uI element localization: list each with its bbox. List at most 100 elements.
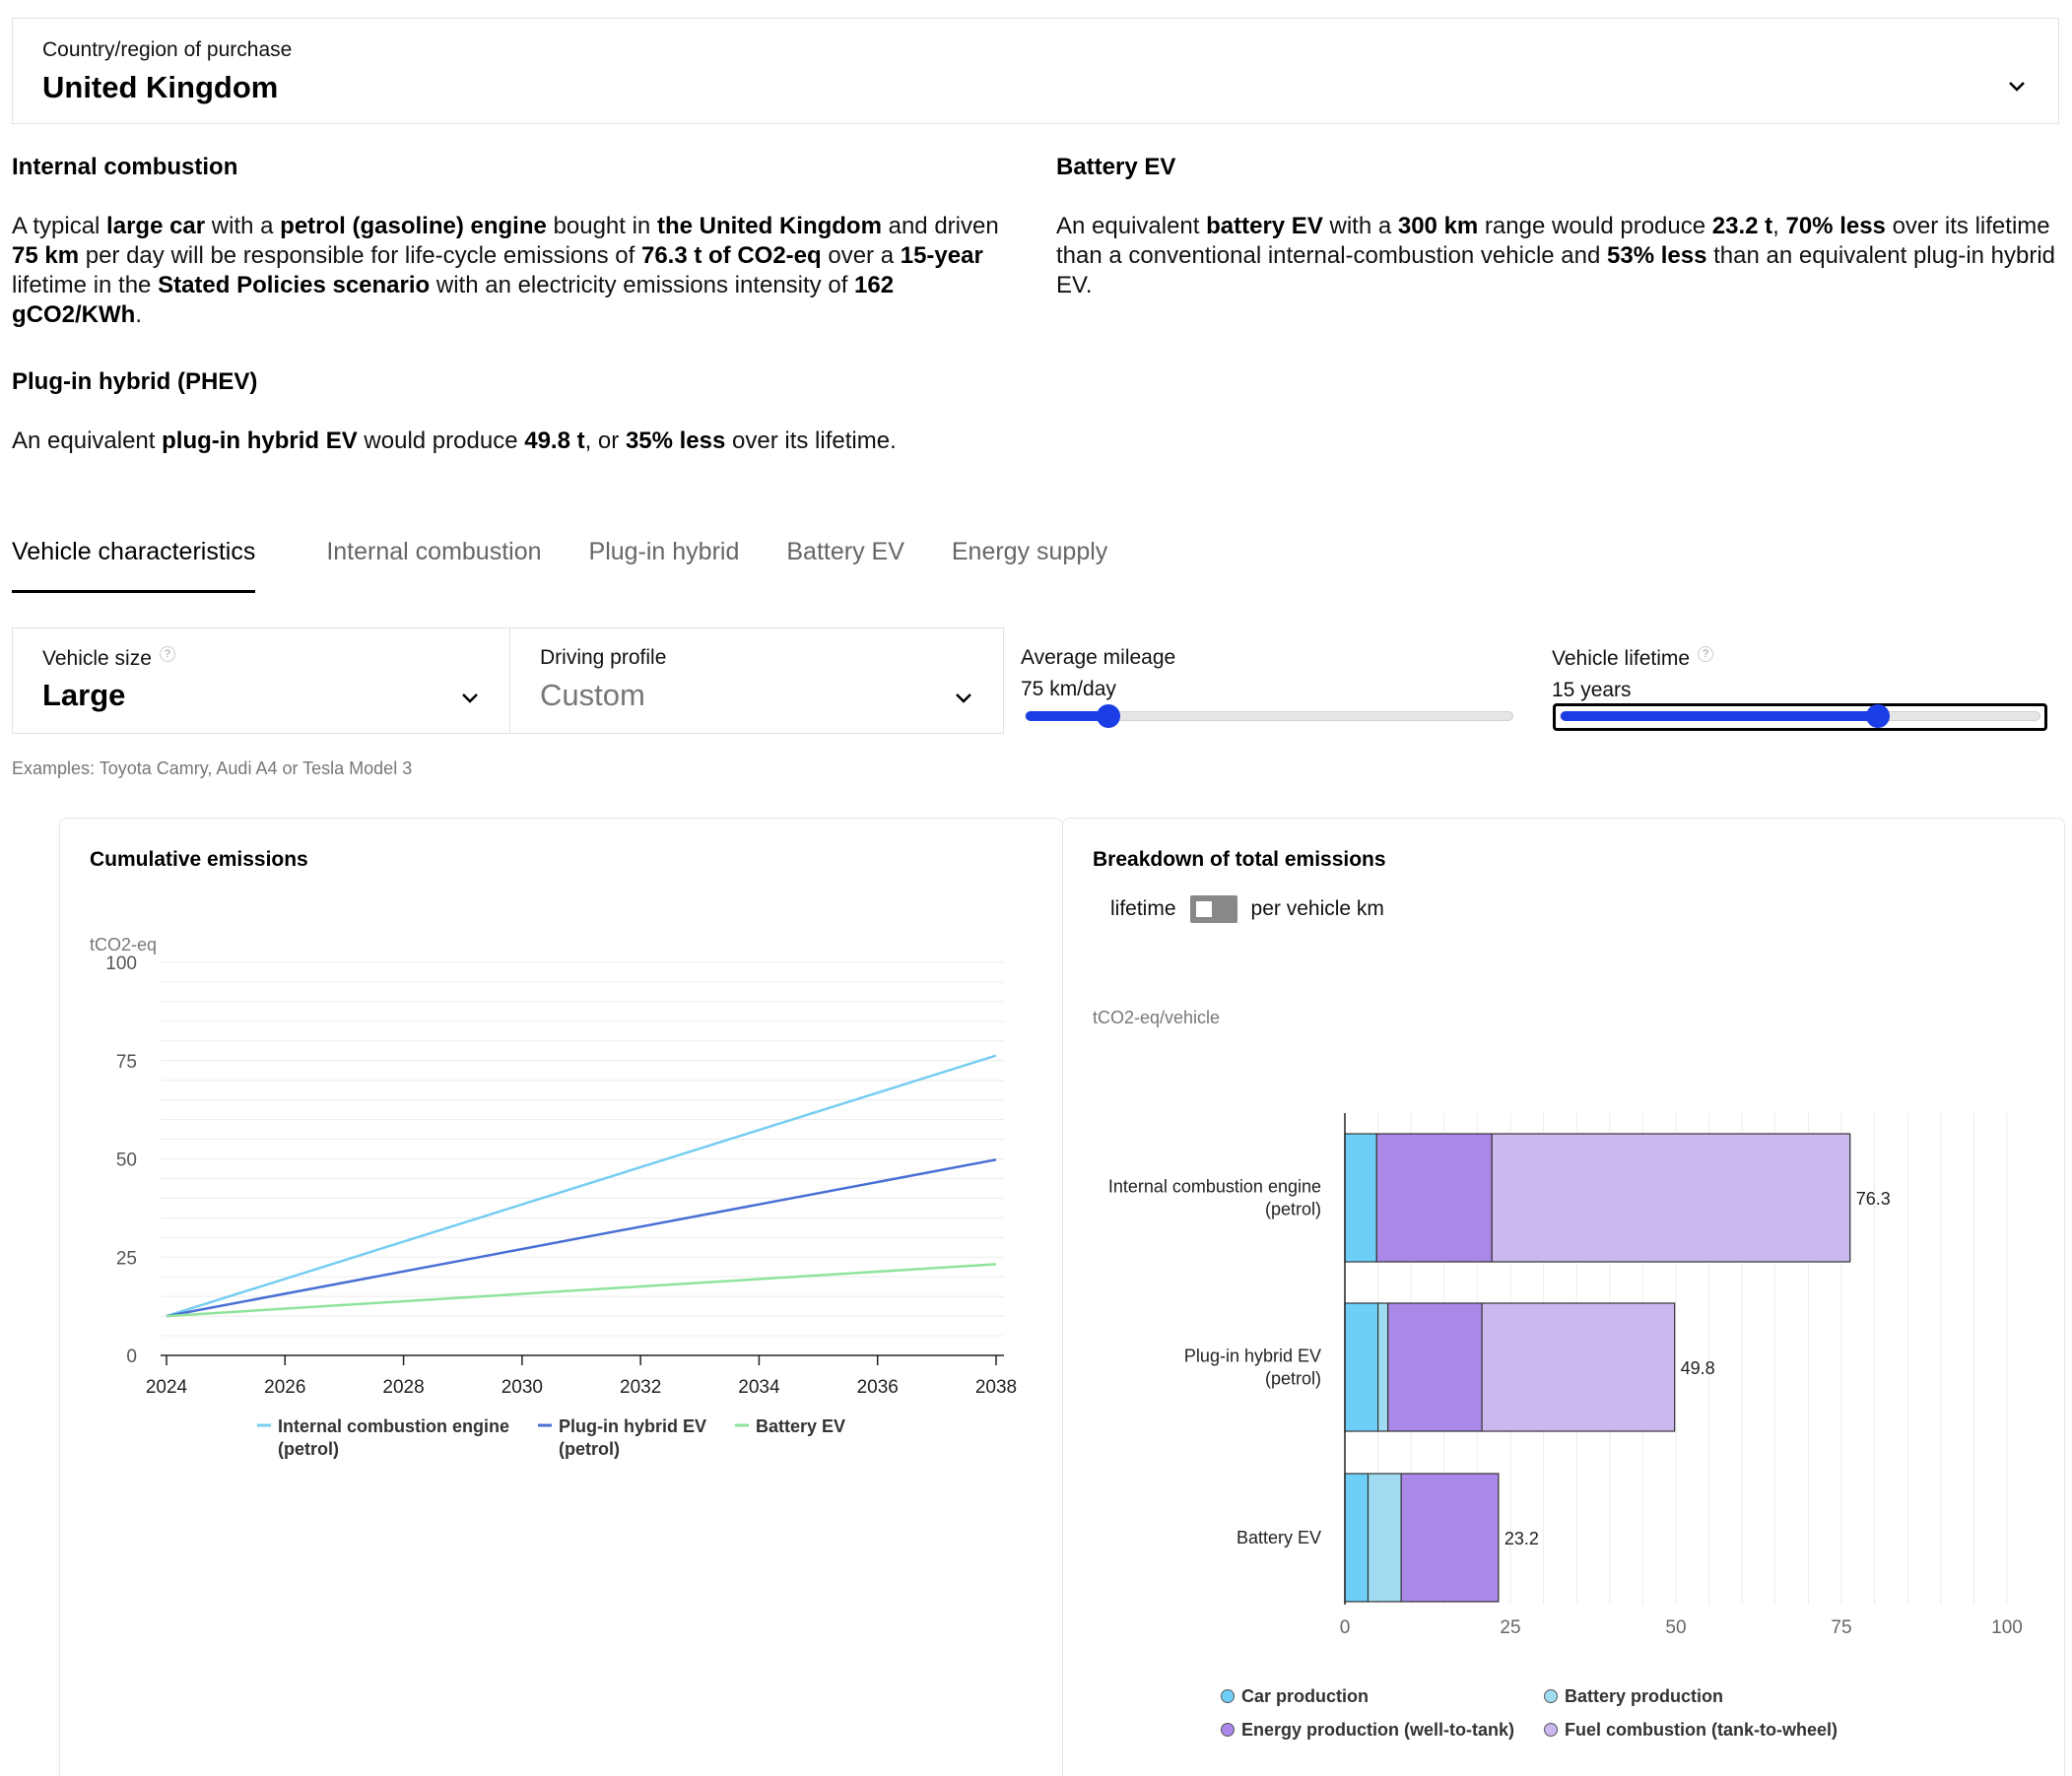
- chevron-down-icon: [462, 693, 478, 703]
- bar-segment: [1344, 1133, 1377, 1263]
- x-tick-label: 50: [1665, 1617, 1686, 1638]
- legend-label: Energy production (well-to-tank): [1241, 1720, 1514, 1740]
- bar-segment: [1377, 1302, 1389, 1432]
- lifetime-slider-thumb[interactable]: [1866, 704, 1891, 728]
- y-tick-label: 50: [116, 1151, 137, 1171]
- x-tick-label: 100: [1991, 1617, 2023, 1638]
- category-label: (petrol): [1265, 1369, 1321, 1389]
- tab-plug-in-hybrid[interactable]: Plug-in hybrid: [588, 538, 740, 565]
- lifetime-slider-group: Vehicle lifetime? 15 years: [1552, 646, 2044, 702]
- y-tick-label: 75: [116, 1052, 137, 1073]
- mileage-label: Average mileage: [1021, 646, 1176, 669]
- legend-dot: [1544, 1723, 1558, 1737]
- tab-internal-combustion[interactable]: Internal combustion: [326, 538, 542, 565]
- x-tick-label: 2028: [382, 1377, 424, 1398]
- series-line-1: [166, 1158, 997, 1318]
- bar-segment: [1344, 1302, 1379, 1432]
- tab-bar: Vehicle characteristics Internal combust…: [12, 538, 1131, 593]
- summary-bev-heading: Battery EV: [1056, 154, 1176, 180]
- lifetime-slider-focus-ring: [1553, 703, 2047, 731]
- x-tick-label: 25: [1500, 1617, 1520, 1638]
- series-line-2: [166, 1263, 997, 1318]
- x-tick-label: 2030: [501, 1377, 543, 1398]
- x-tick-label: 2038: [975, 1377, 1017, 1398]
- lifetime-per-km-toggle[interactable]: [1189, 895, 1237, 923]
- bar-segment: [1491, 1133, 1851, 1263]
- summary-bev-text: An equivalent battery EV with a 300 km r…: [1056, 213, 2056, 298]
- help-icon[interactable]: ?: [159, 646, 175, 662]
- mileage-slider-fill: [1026, 711, 1109, 721]
- mileage-slider[interactable]: [1025, 704, 1513, 728]
- cumulative-emissions-panel: Cumulative emissions tCO2-eq 0 25 50 75 100 2…: [59, 818, 1063, 1776]
- summary-phev-heading: Plug-in hybrid (PHEV): [12, 368, 258, 395]
- category-label: Plug-in hybrid EV: [1184, 1347, 1321, 1366]
- legend-label: Plug-in hybrid EV: [559, 1416, 706, 1436]
- x-tick-label: 75: [1831, 1617, 1851, 1638]
- vehicle-size-label: Vehicle size: [42, 647, 152, 670]
- summary-phev: Plug-in hybrid (PHEV) An equivalent plug…: [12, 367, 1027, 456]
- legend-dot: [1221, 1723, 1235, 1737]
- mileage-slider-group: Average mileage 75 km/day: [1021, 646, 1513, 701]
- vehicle-size-value: Large: [42, 678, 126, 712]
- x-tick-label: 0: [1340, 1617, 1351, 1638]
- bar-segment: [1367, 1473, 1402, 1603]
- summary-ice: Internal combustion A typical large car …: [12, 153, 1027, 330]
- tab-energy-supply[interactable]: Energy supply: [951, 538, 1108, 565]
- category-label: (petrol): [1265, 1200, 1321, 1219]
- help-icon[interactable]: ?: [1698, 646, 1714, 662]
- legend-label: (petrol): [278, 1439, 339, 1459]
- legend-label: Battery production: [1565, 1686, 1723, 1706]
- lifetime-slider[interactable]: [1560, 704, 2040, 728]
- category-label: Internal combustion engine: [1108, 1177, 1321, 1197]
- legend-label: (petrol): [559, 1439, 620, 1459]
- legend-dot: [1221, 1689, 1235, 1703]
- toggle-label-lifetime: lifetime: [1110, 897, 1176, 920]
- x-tick-label: 2032: [620, 1377, 661, 1398]
- bar-segment: [1400, 1473, 1500, 1603]
- country-select-value: United Kingdom: [42, 70, 279, 104]
- bar-segment: [1481, 1302, 1676, 1432]
- bar-segment: [1387, 1302, 1483, 1432]
- vehicle-size-select[interactable]: Vehicle size? Large: [12, 627, 510, 734]
- mileage-value: 75 km/day: [1021, 678, 1116, 700]
- chevron-down-icon: [2009, 82, 2025, 92]
- series-line-0: [166, 1054, 997, 1318]
- legend-label: Battery EV: [756, 1416, 845, 1436]
- mileage-slider-thumb[interactable]: [1097, 704, 1121, 728]
- legend-label: Fuel combustion (tank-to-wheel): [1565, 1720, 1838, 1740]
- breakdown-panel: Breakdown of total emissions lifetime pe…: [1062, 818, 2065, 1776]
- line-chart-unit: tCO2-eq: [90, 935, 158, 954]
- bar-chart-title: Breakdown of total emissions: [1093, 848, 1386, 871]
- tab-battery-ev[interactable]: Battery EV: [786, 538, 904, 565]
- bar-segment: [1375, 1133, 1493, 1263]
- x-tick-label: 2024: [146, 1377, 188, 1398]
- bar-chart-unit: tCO2-eq/vehicle: [1093, 1008, 1221, 1027]
- lifetime-label: Vehicle lifetime: [1552, 647, 1691, 670]
- chevron-down-icon: [956, 693, 971, 703]
- x-tick-label: 2036: [857, 1377, 899, 1398]
- x-tick-label: 2026: [264, 1377, 305, 1398]
- line-chart: 0 25 50 75 100 2024 2026 2028 2030 2032 2034 2036 20…: [105, 954, 1017, 1459]
- country-select-label: Country/region of purchase: [42, 38, 293, 61]
- driving-profile-select[interactable]: Driving profile Custom: [509, 627, 1004, 734]
- y-tick-label: 25: [116, 1248, 137, 1269]
- summary-ice-heading: Internal combustion: [12, 154, 238, 180]
- line-chart-title: Cumulative emissions: [90, 848, 308, 871]
- legend-label: Internal combustion engine: [278, 1416, 509, 1436]
- lifetime-toggle-row: lifetime per vehicle km: [1110, 895, 1384, 923]
- x-tick-label: 2034: [738, 1377, 780, 1398]
- examples-note: Examples: Toyota Camry, Audi A4 or Tesla…: [12, 758, 413, 778]
- lifetime-slider-fill: [1561, 711, 1879, 721]
- summary-bev: Battery EV An equivalent battery EV with…: [1056, 153, 2061, 300]
- summary-phev-text: An equivalent plug-in hybrid EV would pr…: [12, 428, 897, 454]
- y-tick-label: 0: [126, 1347, 137, 1367]
- country-select[interactable]: Country/region of purchase United Kingdo…: [12, 18, 2059, 124]
- tab-vehicle-characteristics[interactable]: Vehicle characteristics: [12, 538, 256, 593]
- toggle-label-per-km: per vehicle km: [1250, 897, 1384, 920]
- category-label: Battery EV: [1237, 1528, 1321, 1547]
- legend-dot: [1544, 1689, 1558, 1703]
- bar-total-label: 76.3: [1856, 1189, 1891, 1209]
- legend-label: Car production: [1241, 1686, 1369, 1706]
- driving-profile-label: Driving profile: [540, 646, 667, 669]
- bar-total-label: 23.2: [1504, 1529, 1539, 1548]
